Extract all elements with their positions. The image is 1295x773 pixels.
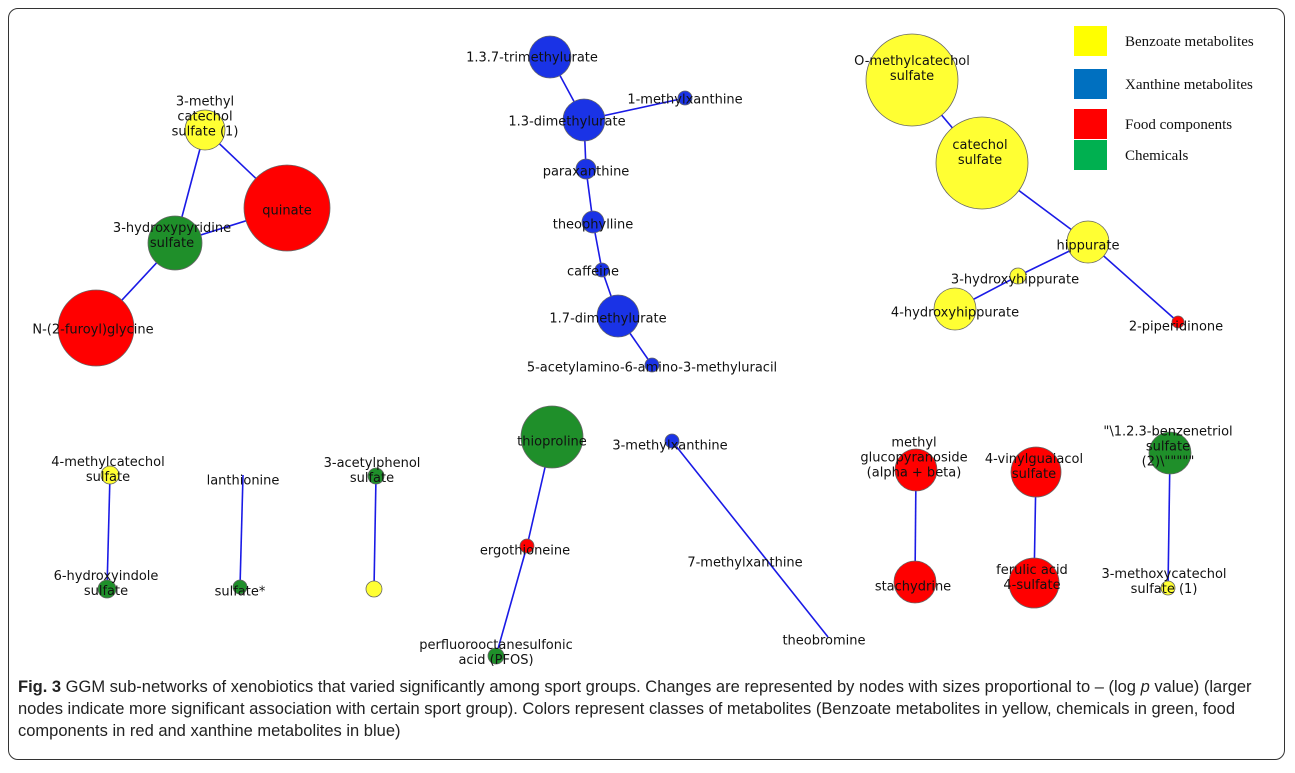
node-label-methylcatechol4-line2: sulfate bbox=[86, 470, 130, 485]
node-label-pfos-line1: perfluorooctanesulfonic bbox=[419, 638, 573, 653]
node-label-hippurate: hippurate bbox=[1056, 239, 1119, 254]
legend-label-2: Xanthine metabolites bbox=[1125, 77, 1253, 93]
caption-text-a: GGM sub-networks of xenobiotics that var… bbox=[61, 678, 1140, 696]
legend-swatch-3 bbox=[1074, 109, 1107, 139]
node-label-catecholsulfate-line1: catechol bbox=[952, 138, 1007, 153]
node-label-hydroxyindole-line2: sulfate bbox=[84, 584, 128, 599]
node-label-methylcatechol_s1-line2: catechol bbox=[177, 110, 232, 125]
legend-label-4: Chemicals bbox=[1125, 148, 1188, 164]
node-label-omethylcatechol-line1: O-methylcatechol bbox=[854, 54, 970, 69]
node-label-benzenetriol-line3: (2)\""""" bbox=[1142, 455, 1195, 470]
node-label-caffeine: caffeine bbox=[567, 265, 619, 280]
node-label-hydroxypyridine-line2: sulfate bbox=[150, 236, 194, 251]
node-label-vinylguaiacol-line2: sulfate bbox=[1012, 467, 1056, 482]
figure-caption: Fig. 3 GGM sub-networks of xenobiotics t… bbox=[18, 676, 1280, 742]
edge-methylxanthine3-theobromine bbox=[672, 441, 828, 637]
node-label-glucopyranoside-line2: glucopyranoside bbox=[860, 451, 967, 466]
legend-swatch-1 bbox=[1074, 26, 1107, 56]
node-label-furoylglycine: N-(2-furoyl)glycine bbox=[32, 323, 153, 338]
node-label-quinate: quinate bbox=[262, 204, 311, 219]
node-label-ferulic-line2: 4-sulfate bbox=[1003, 578, 1060, 593]
node-label-theophylline: theophylline bbox=[553, 218, 634, 233]
edge-acetylphenol-acetylphenol_partner bbox=[374, 476, 376, 589]
node-label-methylxanthine3: 3-methylxanthine bbox=[612, 439, 727, 454]
node-label-methylxanthine7: 7-methylxanthine bbox=[687, 556, 802, 571]
node-label-theobromine: theobromine bbox=[782, 634, 865, 649]
edge-lanthionine-sulfate bbox=[240, 475, 243, 587]
node-label-vinylguaiacol-line1: 4-vinylguaiacol bbox=[985, 452, 1083, 467]
node-label-acetylphenol-line2: sulfate bbox=[350, 471, 394, 486]
caption-fig-label: Fig. 3 bbox=[18, 678, 61, 696]
legend-label-3: Food components bbox=[1125, 117, 1232, 133]
node-label-benzenetriol-line1: "\1.2.3-benzenetriol bbox=[1103, 425, 1232, 440]
node-label-omethylcatechol-line2: sulfate bbox=[890, 69, 934, 84]
node-label-glucopyranoside-line1: methyl bbox=[891, 436, 936, 451]
node-label-pfos-line2: acid (PFOS) bbox=[458, 653, 533, 668]
node-label-hydroxypyridine-line1: 3-hydroxypyridine bbox=[113, 221, 231, 236]
node-label-trimethylurate: 1.3.7-trimethylurate bbox=[466, 51, 598, 66]
node-label-methylcatechol_s1-line1: 3-methyl bbox=[176, 95, 234, 110]
node-label-benzenetriol-line2: sulfate bbox=[1146, 440, 1190, 455]
node-label-acetylphenol-line1: 3-acetylphenol bbox=[324, 456, 421, 471]
node-label-methylxanthine1: 1-methylxanthine bbox=[627, 93, 742, 108]
caption-p-symbol: p bbox=[1141, 678, 1150, 696]
node-label-ferulic-line1: ferulic acid bbox=[996, 563, 1068, 578]
node-label-dimethylurate13: 1.3-dimethylurate bbox=[508, 115, 625, 130]
network-diagram: 1.3.7-trimethylurate 1-methylxanthine1.3-… bbox=[0, 0, 1295, 672]
node-label-hydroxyindole-line1: 6-hydroxyindole bbox=[54, 569, 159, 584]
node-acetylphenol_partner[interactable] bbox=[366, 581, 382, 597]
node-label-ergothioneine: ergothioneine bbox=[480, 544, 570, 559]
node-label-paraxanthine: paraxanthine bbox=[543, 165, 630, 180]
node-label-methoxycatechol-line1: 3-methoxycatechol bbox=[1101, 567, 1226, 582]
node-label-catecholsulfate-line2: sulfate bbox=[958, 153, 1002, 168]
node-label-lanthionine: lanthionine bbox=[207, 474, 280, 489]
node-label-thioproline: thioproline bbox=[517, 435, 587, 450]
legend-swatch-4 bbox=[1074, 140, 1107, 170]
node-label-methylcatechol_s1-line3: sulfate (1) bbox=[172, 125, 239, 140]
node-label-acetylamino: 5-acetylamino-6-amino-3-methyluracil bbox=[527, 361, 777, 376]
node-label-methoxycatechol-line2: sulfate (1) bbox=[1131, 582, 1198, 597]
legend-swatch-2 bbox=[1074, 69, 1107, 99]
node-label-stachydrine: stachydrine bbox=[875, 580, 951, 595]
node-label-methylcatechol4-line1: 4-methylcatechol bbox=[51, 455, 164, 470]
node-label-piperidinone: 2-piperidinone bbox=[1129, 320, 1223, 335]
legend: Benzoate metabolites Xanthine metabolites… bbox=[1074, 26, 1254, 170]
node-label-hydroxyhippurate4: 4-hydroxyhippurate bbox=[891, 306, 1019, 321]
node-label-hydroxyhippurate3: 3-hydroxyhippurate bbox=[951, 273, 1079, 288]
node-label-dimethylurate17: 1.7-dimethylurate bbox=[549, 312, 666, 327]
node-label-sulfate: sulfate* bbox=[215, 585, 266, 600]
node-label-glucopyranoside-line3: (alpha + beta) bbox=[867, 466, 962, 481]
legend-label-1: Benzoate metabolites bbox=[1125, 34, 1254, 50]
